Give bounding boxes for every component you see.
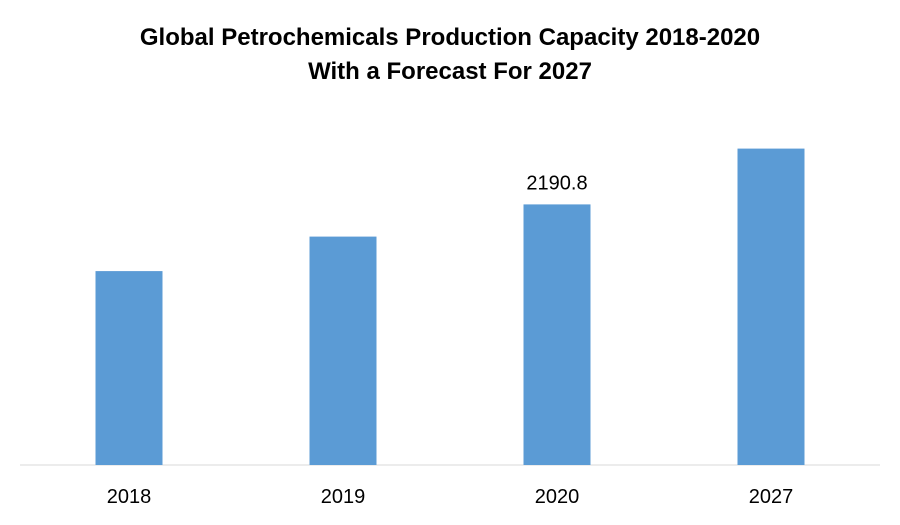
bar-2019 — [309, 236, 377, 465]
bar-2027 — [737, 148, 805, 465]
bar-2018 — [95, 271, 163, 465]
x-tick-label-2020: 2020 — [535, 486, 580, 508]
x-tick-label-2018: 2018 — [107, 486, 152, 508]
chart-title-line-2: With a Forecast For 2027 — [308, 58, 592, 85]
x-tick-labels: 2018 2019 2020 2027 — [107, 486, 794, 508]
bars-group — [95, 148, 805, 465]
data-label-2020: 2190.8 — [526, 172, 587, 194]
data-labels: 2190.8 — [526, 172, 587, 194]
x-tick-label-2027: 2027 — [749, 486, 794, 508]
chart-title-line-1: Global Petrochemicals Production Capacit… — [140, 24, 760, 51]
bar-2020 — [523, 204, 591, 465]
x-tick-label-2019: 2019 — [321, 486, 366, 508]
